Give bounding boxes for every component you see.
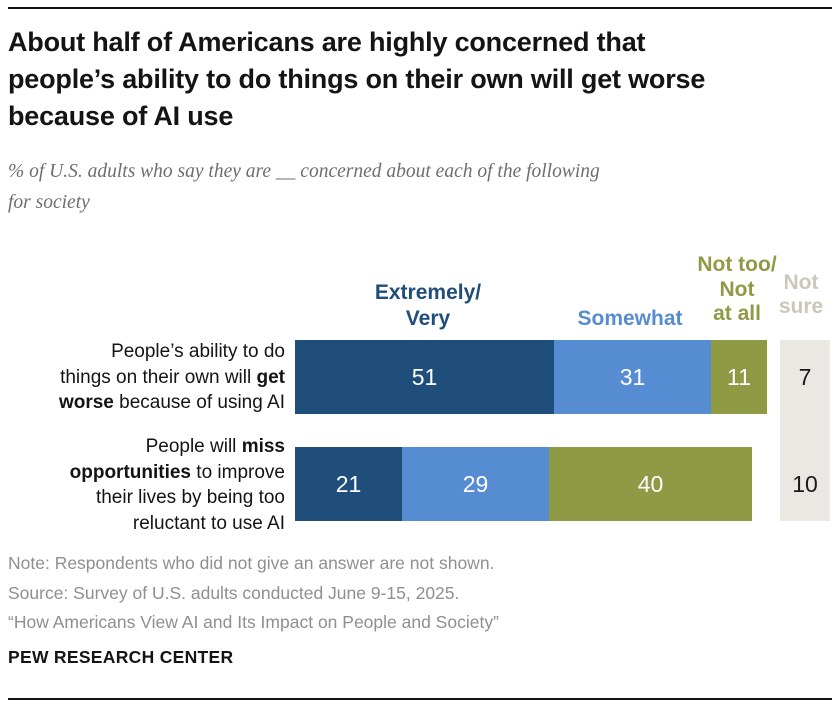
bottom-divider [8,698,832,700]
source-text: Source: Survey of U.S. adults conducted … [8,583,460,603]
report-title-text: “How Americans View AI and Its Impact on… [8,612,499,632]
stacked-bar-row-1: 51 31 11 [295,340,767,414]
page-title: About half of Americans are highly conce… [8,27,706,131]
bar-segment-not-too-not-at-all: 40 [549,447,752,521]
bar-segment-extremely-very: 21 [295,447,402,521]
not-sure-value-row2: 10 [792,470,818,497]
top-divider [8,7,832,9]
row-label-2: People will miss opportunities to improve… [69,436,285,534]
bar-segment-somewhat: 29 [402,447,549,521]
row-label-1: People’s ability to do things on their ow… [58,341,285,413]
bar-segment-extremely-very: 51 [295,340,554,414]
legend-somewhat: Somewhat [577,307,683,330]
legend-not-sure: Not sure [778,271,824,318]
not-sure-column: 7 10 [780,340,830,521]
bar-segment-somewhat: 31 [554,340,711,414]
legend-extremely-very: Extremely/ Very [374,281,482,330]
note-text: Note: Respondents who did not give an an… [8,553,495,573]
stacked-bar-row-2: 21 29 40 [295,447,752,521]
pew-research-center-wordmark: PEW RESEARCH CENTER [8,647,234,667]
not-sure-value-row1: 7 [798,363,812,390]
chart-subtitle: % of U.S. adults who say they are __ con… [8,161,600,213]
legend-not-too-not-at-all: Not too/ Not at all [697,253,777,325]
bar-segment-not-too-not-at-all: 11 [711,340,767,414]
